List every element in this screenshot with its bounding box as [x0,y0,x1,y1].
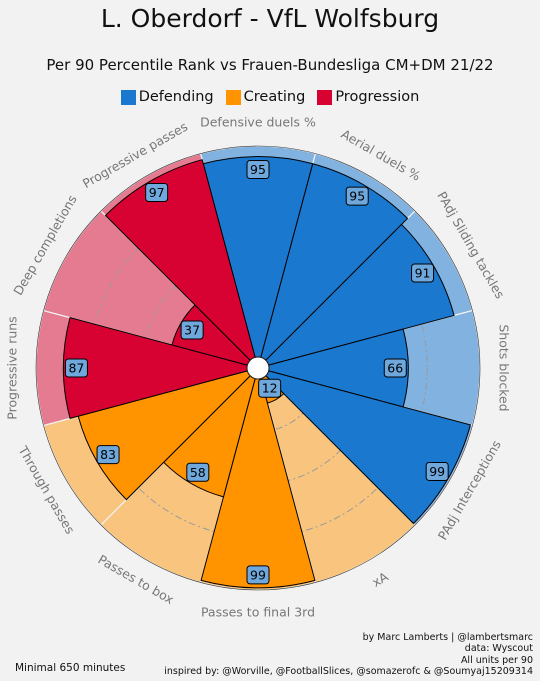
value-label-through-passes: 83 [100,447,116,462]
value-label-aerial-duels: 95 [349,189,365,204]
value-box-aerial-duels [345,186,369,206]
outer-border [35,145,481,591]
value-label-progressive-runs: 87 [68,361,84,376]
legend-swatch-progression [317,89,333,105]
value-label-passes-to-box: 58 [190,465,206,480]
value-box-through-passes [96,445,120,465]
center-hole [246,356,270,380]
value-box-passes-to-box [186,462,210,482]
credit-author: by Marc Lamberts | @lambertsmarc [362,632,533,643]
category-label-progressive-runs: Progressive runs [5,316,20,419]
legend-item-progression: Progression [317,89,419,105]
legend-swatch-defending [120,89,136,105]
category-label-defensive-duels: Defensive duels % [200,115,316,130]
legend-item-defending: Defending [120,89,214,105]
value-label-deep-completions: 37 [184,322,200,337]
chart-title: L. Oberdorf - VfL Wolfsburg [100,4,440,33]
category-label-xa: xA [369,569,391,590]
value-label-passes-to-final-3rd: 99 [250,567,266,582]
legend-item-creating: Creating [225,89,306,105]
value-box-progressive-passes [145,182,169,202]
value-box-padj-interceptions [425,461,449,481]
credit-units: All units per 90 [460,654,533,666]
legend-label-progression: Progression [335,89,420,105]
value-label-shots-blocked: 66 [387,361,403,376]
value-box-defensive-duels [246,160,270,180]
value-label-xa: 12 [262,381,278,396]
minimal-minutes: Minimal 650 minutes [15,662,126,674]
value-box-padj-sliding-tackles [411,263,435,283]
category-label-passes-to-final-3rd: Passes to final 3rd [201,605,315,620]
value-label-progressive-passes: 97 [149,185,165,200]
value-box-xa [258,378,282,398]
chart-subtitle: Per 90 Percentile Rank vs Frauen-Bundesl… [46,56,494,74]
value-box-passes-to-final-3rd [246,565,270,585]
value-label-padj-sliding-tackles: 91 [415,265,431,280]
credit-block: by Marc Lamberts | @lambertsmarc data: W… [164,632,533,677]
value-box-progressive-runs [64,358,88,378]
value-label-padj-interceptions: 99 [429,464,445,479]
category-label-shots-blocked: Shots blocked [497,324,512,411]
value-box-shots-blocked [383,358,407,378]
legend-swatch-creating [225,89,241,105]
credit-data-source: data: Wyscout [464,643,533,655]
credit-inspired: inspired by: @Worville, @FootballSlices,… [164,665,533,677]
legend-label-defending: Defending [138,89,214,105]
legend-label-creating: Creating [243,89,306,105]
legend: Defending Creating Progression [0,89,540,105]
value-label-defensive-duels: 95 [250,162,266,177]
value-box-deep-completions [180,320,204,340]
